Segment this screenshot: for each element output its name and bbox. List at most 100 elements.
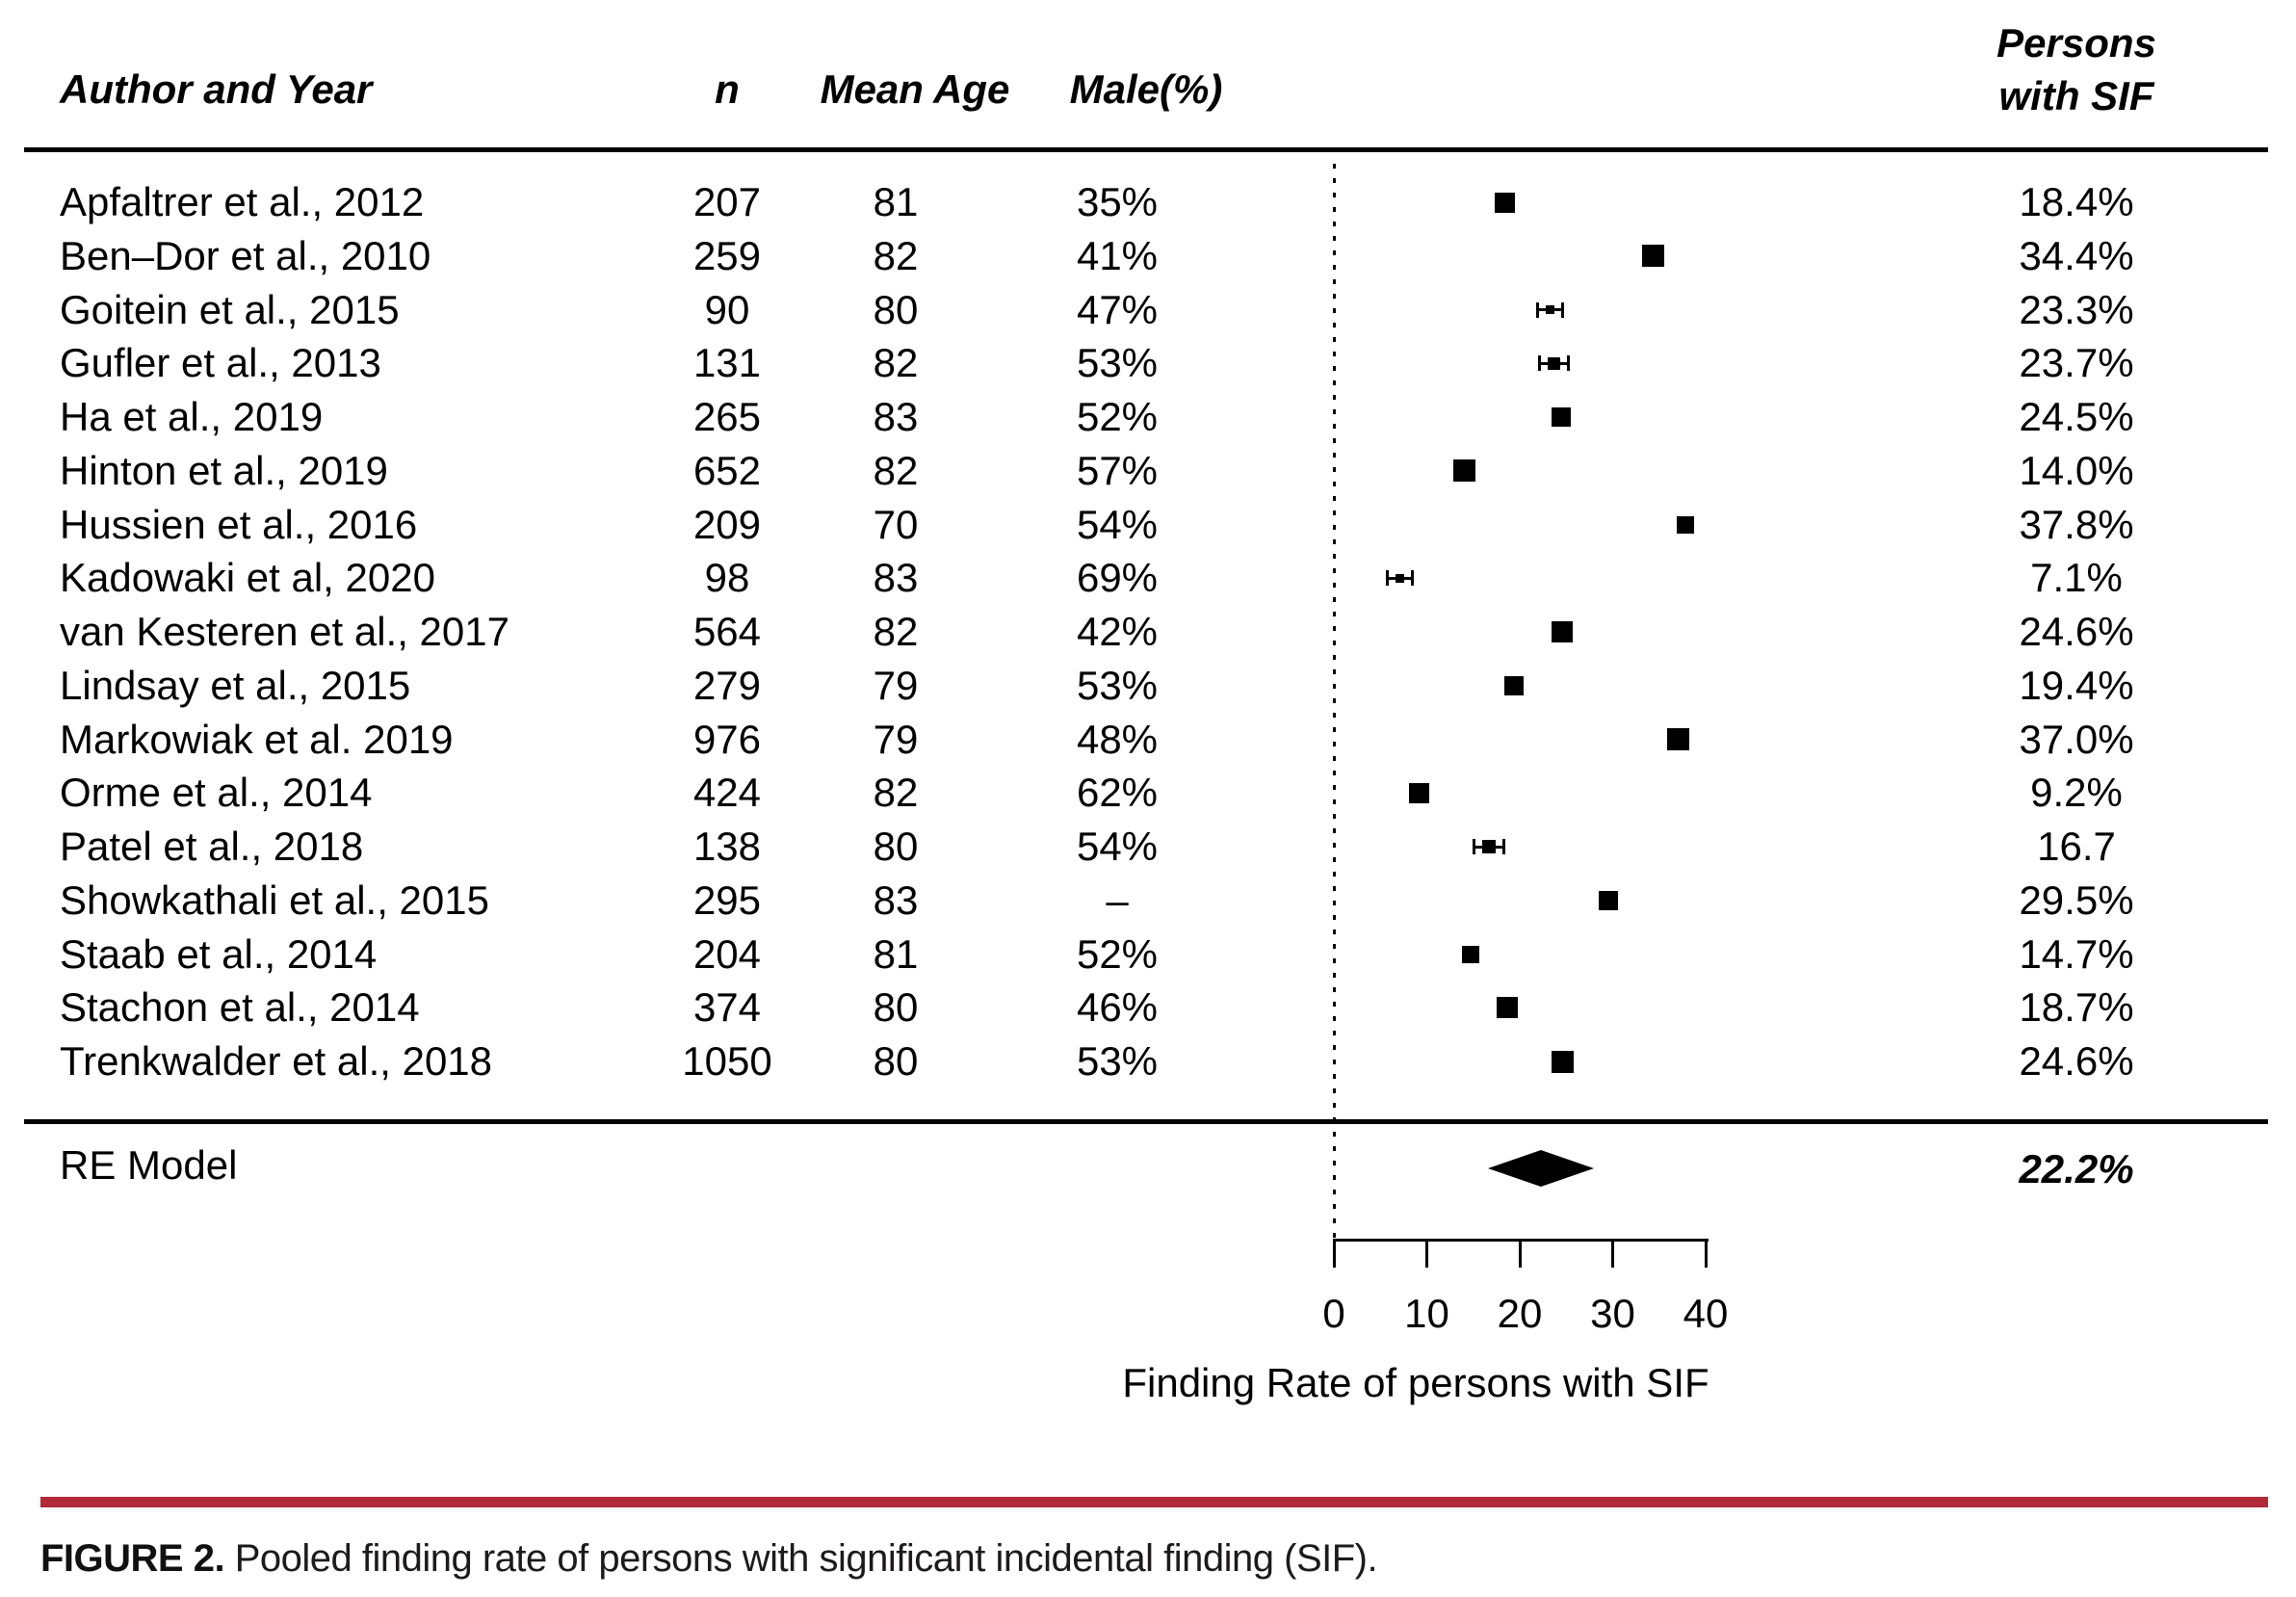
author-cell: Goitein et al., 2015 bbox=[60, 286, 400, 332]
figure-caption-tag: FIGURE 2. bbox=[40, 1537, 225, 1580]
mean-age-cell: 79 bbox=[873, 716, 919, 762]
forest-marker bbox=[1598, 890, 1618, 910]
sif-rate-cell: 24.5% bbox=[2019, 394, 2134, 439]
male-pct-cell: 53% bbox=[1076, 340, 1159, 386]
sif-rate-cell: 29.5% bbox=[2019, 877, 2134, 923]
forest-marker bbox=[1497, 997, 1519, 1019]
mean-age-cell: 82 bbox=[873, 609, 919, 654]
sif-rate-cell: 34.4% bbox=[2019, 232, 2134, 278]
n-cell: 976 bbox=[692, 716, 762, 762]
n-cell: 207 bbox=[692, 179, 762, 224]
n-cell: 652 bbox=[692, 447, 762, 493]
male-pct-cell: 69% bbox=[1076, 555, 1159, 601]
forest-marker bbox=[1504, 675, 1525, 695]
sif-rate-cell: 24.6% bbox=[2019, 1038, 2134, 1084]
re-model-value: 22.2% bbox=[2019, 1146, 2134, 1191]
table-row: Gufler et al., 2013 131 82 53% 23.7% bbox=[0, 336, 2296, 390]
table-row: Ben–Dor et al., 2010 259 82 41% 34.4% bbox=[0, 229, 2296, 283]
sif-rate-cell: 16.7 bbox=[2037, 824, 2116, 869]
ci-cap bbox=[1386, 570, 1389, 587]
forest-marker bbox=[1552, 621, 1574, 642]
forest-marker bbox=[1538, 353, 1571, 373]
table-row: Staab et al., 2014 204 81 52% 14.7% bbox=[0, 928, 2296, 982]
forest-square-marker bbox=[1504, 675, 1525, 695]
author-cell: Markowiak et al. 2019 bbox=[60, 716, 454, 762]
re-model-label: RE Model bbox=[60, 1142, 238, 1188]
summary-diamond bbox=[1488, 1150, 1594, 1187]
n-cell: 98 bbox=[704, 555, 750, 601]
sif-rate-cell: 9.2% bbox=[2030, 770, 2123, 816]
male-pct-cell: 47% bbox=[1076, 286, 1159, 332]
column-header-persons-line2: with SIF bbox=[1998, 73, 2154, 118]
x-axis-tick-label: 30 bbox=[1590, 1291, 1635, 1336]
column-header-n: n bbox=[715, 66, 740, 112]
author-cell: Patel et al., 2018 bbox=[60, 824, 364, 869]
forest-square-marker bbox=[1452, 459, 1475, 483]
male-pct-cell: – bbox=[1106, 877, 1129, 923]
ci-cap bbox=[1536, 301, 1540, 318]
n-cell: 1050 bbox=[682, 1038, 772, 1084]
column-header-author-year: Author and Year bbox=[60, 66, 373, 112]
table-row: Showkathali et al., 2015 295 83 – 29.5% bbox=[0, 874, 2296, 928]
forest-marker bbox=[1452, 459, 1475, 483]
mean-age-cell: 82 bbox=[873, 232, 919, 278]
x-axis-label: Finding Rate of persons with SIF bbox=[1122, 1360, 1709, 1405]
n-cell: 259 bbox=[692, 232, 762, 278]
male-pct-cell: 41% bbox=[1076, 232, 1159, 278]
mean-age-cell: 80 bbox=[873, 1038, 919, 1084]
n-cell: 424 bbox=[692, 770, 762, 816]
mean-age-cell: 83 bbox=[873, 877, 919, 923]
n-cell: 265 bbox=[692, 394, 762, 439]
n-cell: 138 bbox=[692, 824, 762, 869]
male-pct-cell: 54% bbox=[1076, 824, 1159, 869]
figure-caption-text: Pooled finding rate of persons with sign… bbox=[224, 1537, 1378, 1580]
author-cell: Hussien et al., 2016 bbox=[60, 501, 418, 547]
mean-age-cell: 82 bbox=[873, 770, 919, 816]
forest-square-marker bbox=[1666, 728, 1689, 750]
ci-cap bbox=[1473, 839, 1476, 854]
table-row: Hinton et al., 2019 652 82 57% 14.0% bbox=[0, 444, 2296, 498]
ci-cap bbox=[1538, 355, 1542, 372]
forest-square-marker bbox=[1497, 997, 1519, 1019]
author-cell: Orme et al., 2014 bbox=[60, 770, 373, 816]
summary-separator-rule bbox=[24, 1119, 2268, 1124]
ci-cap bbox=[1411, 570, 1414, 587]
column-header-mean-age: Mean Age bbox=[820, 66, 1010, 112]
x-axis-tick bbox=[1425, 1239, 1428, 1268]
table-row: Kadowaki et al, 2020 98 83 69% 7.1% bbox=[0, 551, 2296, 605]
forest-marker bbox=[1666, 728, 1689, 750]
mean-age-cell: 81 bbox=[873, 930, 919, 977]
forest-square-marker bbox=[1552, 407, 1572, 427]
male-pct-cell: 52% bbox=[1076, 930, 1159, 977]
male-pct-cell: 57% bbox=[1076, 447, 1159, 493]
n-cell: 295 bbox=[692, 877, 762, 923]
mean-age-cell: 79 bbox=[873, 662, 919, 708]
author-cell: Hinton et al., 2019 bbox=[60, 447, 388, 493]
sif-rate-cell: 24.6% bbox=[2019, 609, 2134, 654]
zero-reference-dotted-line bbox=[1333, 164, 1336, 1239]
n-cell: 209 bbox=[692, 501, 762, 547]
x-axis-tick bbox=[1704, 1239, 1708, 1268]
forest-square-marker bbox=[1461, 945, 1479, 963]
ci-cap bbox=[1502, 839, 1506, 854]
forest-marker bbox=[1676, 515, 1694, 535]
n-cell: 204 bbox=[692, 930, 762, 977]
author-cell: Apfaltrer et al., 2012 bbox=[60, 179, 425, 224]
table-row: Lindsay et al., 2015 279 79 53% 19.4% bbox=[0, 659, 2296, 713]
figure-caption: FIGURE 2. Pooled finding rate of persons… bbox=[40, 1533, 1378, 1584]
sif-rate-cell: 14.0% bbox=[2019, 447, 2134, 493]
male-pct-cell: 54% bbox=[1076, 501, 1159, 547]
table-row: Apfaltrer et al., 2012 207 81 35% 18.4% bbox=[0, 175, 2296, 229]
forest-marker bbox=[1642, 245, 1665, 268]
table-row: Markowiak et al. 2019 976 79 48% 37.0% bbox=[0, 713, 2296, 767]
mean-age-cell: 82 bbox=[873, 340, 919, 386]
forest-square-marker bbox=[1495, 192, 1516, 213]
forest-square-marker bbox=[1598, 890, 1618, 910]
table-row: Orme et al., 2014 424 82 62% 9.2% bbox=[0, 766, 2296, 820]
forest-marker bbox=[1536, 301, 1565, 320]
male-pct-cell: 53% bbox=[1076, 1038, 1159, 1084]
sif-rate-cell: 23.3% bbox=[2019, 286, 2134, 332]
n-cell: 374 bbox=[692, 984, 762, 1031]
author-cell: Showkathali et al., 2015 bbox=[60, 877, 489, 923]
